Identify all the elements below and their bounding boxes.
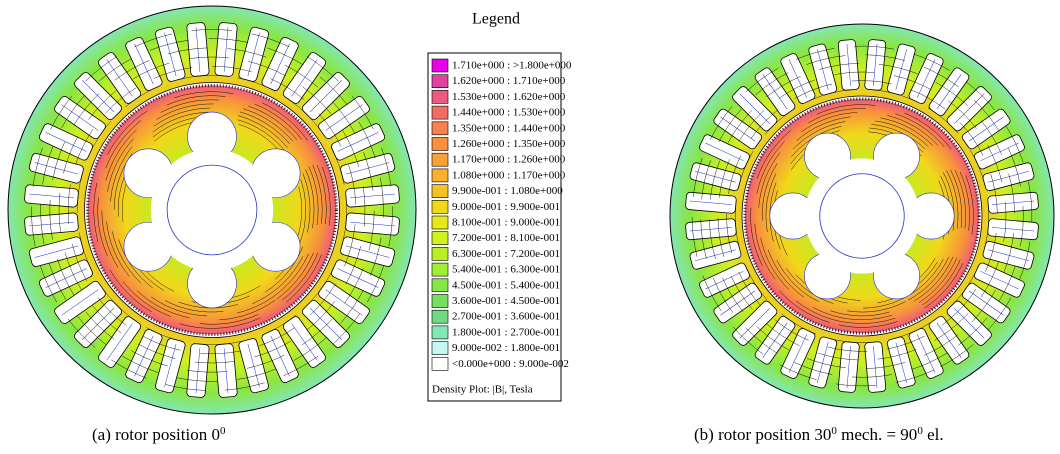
legend-label: 1.530e+000 : 1.620e+000 xyxy=(452,91,566,103)
legend-label: 1.350e+000 : 1.440e+000 xyxy=(452,122,566,134)
legend-swatch xyxy=(432,326,448,339)
legend-label: 1.260e+000 : 1.350e+000 xyxy=(452,138,566,150)
legend-title: Legend xyxy=(472,11,520,28)
legend-label: <0.000e+000 : 9.000e-002 xyxy=(452,358,569,370)
caption-b: (b) rotor position 300 mech. = 900 el. xyxy=(694,425,944,444)
shaft xyxy=(820,174,904,258)
legend-swatch xyxy=(432,90,448,103)
caption-superscript: 0 xyxy=(220,425,226,437)
legend-swatch xyxy=(432,232,448,245)
legend-swatch xyxy=(432,263,448,276)
legend-swatch xyxy=(432,247,448,260)
legend-swatch xyxy=(432,342,448,355)
legend-swatch xyxy=(432,357,448,370)
legend-swatch xyxy=(432,138,448,151)
legend-swatch xyxy=(432,106,448,119)
motor xyxy=(636,0,1060,442)
legend-label: 1.710e+000 : >1.800e+000 xyxy=(452,60,572,72)
legend-label: 1.800e-001 : 2.700e-001 xyxy=(452,326,560,338)
legend-swatch xyxy=(432,295,448,308)
legend-swatch xyxy=(432,216,448,229)
legend-swatch xyxy=(432,153,448,166)
caption-a: (a) rotor position 00 xyxy=(92,425,226,444)
legend-swatch xyxy=(432,279,448,292)
legend-swatch xyxy=(432,169,448,182)
legend-swatch xyxy=(432,185,448,198)
legend-label: 9.000e-001 : 9.900e-001 xyxy=(452,201,560,213)
legend-label: 3.600e-001 : 4.500e-001 xyxy=(452,295,560,307)
legend-label: 8.100e-001 : 9.000e-001 xyxy=(452,217,560,229)
legend-swatch xyxy=(432,200,448,213)
legend: Legend 1.710e+000 : >1.800e+000 1.620e+00… xyxy=(428,11,572,401)
shaft xyxy=(167,165,257,255)
legend-swatch xyxy=(432,59,448,72)
legend-label: 9.000e-002 : 1.800e-001 xyxy=(452,342,560,354)
legend-label: 7.200e-001 : 8.100e-001 xyxy=(452,232,560,244)
legend-label: 5.400e-001 : 6.300e-001 xyxy=(452,264,560,276)
legend-label: 1.440e+000 : 1.530e+000 xyxy=(452,107,566,119)
legend-label: 1.080e+000 : 1.170e+000 xyxy=(452,169,566,181)
legend-label: 9.900e-001 : 1.080e+000 xyxy=(452,185,563,197)
legend-label: 1.170e+000 : 1.260e+000 xyxy=(452,154,566,166)
legend-label: 6.300e-001 : 7.200e-001 xyxy=(452,248,560,260)
caption-text: (a) rotor position 0 xyxy=(92,425,220,444)
legend-label: 4.500e-001 : 5.400e-001 xyxy=(452,279,560,291)
legend-footer: Density Plot: |B|, Tesla xyxy=(432,384,533,396)
caption-text: mech. = 90 xyxy=(837,425,917,444)
legend-swatch xyxy=(432,75,448,88)
legend-swatch xyxy=(432,122,448,135)
legend-label: 1.620e+000 : 1.710e+000 xyxy=(452,75,566,87)
caption-text: el. xyxy=(923,425,944,444)
legend-swatch xyxy=(432,310,448,323)
figure: Legend 1.710e+000 : >1.800e+000 1.620e+00… xyxy=(0,0,1060,454)
legend-label: 2.700e-001 : 3.600e-001 xyxy=(452,311,560,323)
caption-text: (b) rotor position 30 xyxy=(694,425,831,444)
motor xyxy=(0,0,463,454)
